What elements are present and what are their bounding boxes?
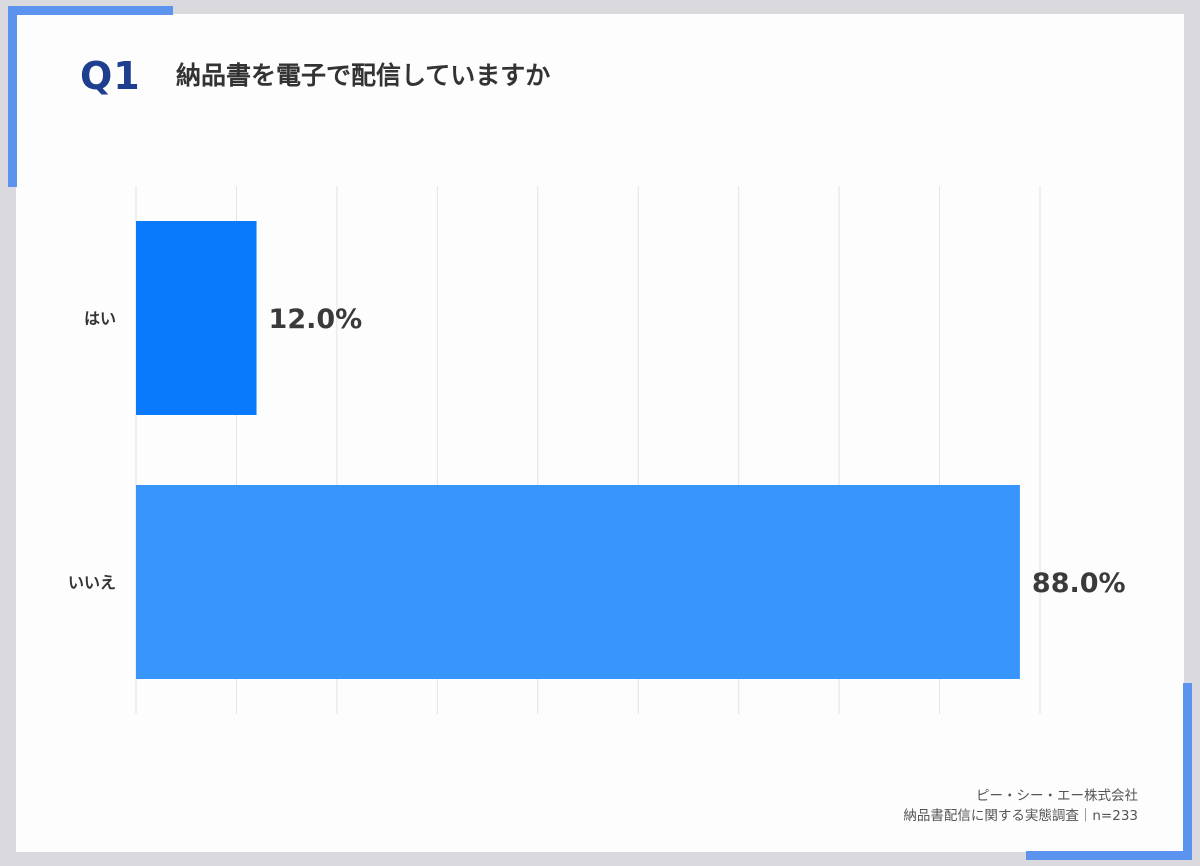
question-title: 納品書を電子で配信していますか — [176, 61, 551, 90]
bars — [136, 221, 1020, 679]
question-number: Q1 — [80, 54, 141, 98]
bar-1 — [136, 485, 1020, 679]
top-left-corner-bar-vertical — [8, 6, 17, 187]
category-label-1: いいえ — [68, 573, 116, 592]
bar-0 — [136, 221, 257, 415]
top-left-corner-bar-horizontal — [8, 6, 173, 15]
survey-note: 納品書配信に関する実態調査｜n=233 — [903, 808, 1138, 824]
slide-card — [16, 14, 1184, 852]
category-label-0: はい — [84, 309, 116, 328]
value-labels: 12.0% 88.0% — [269, 304, 1126, 599]
value-label-0: 12.0% — [269, 304, 363, 335]
source-credit: ピー・シー・エー株式会社 納品書配信に関する実態調査｜n=233 — [903, 786, 1138, 826]
bottom-right-corner-bar-horizontal — [1026, 851, 1192, 860]
company-name: ピー・シー・エー株式会社 — [976, 788, 1138, 804]
bottom-right-corner-bar-vertical — [1183, 683, 1192, 860]
value-label-1: 88.0% — [1032, 568, 1126, 599]
